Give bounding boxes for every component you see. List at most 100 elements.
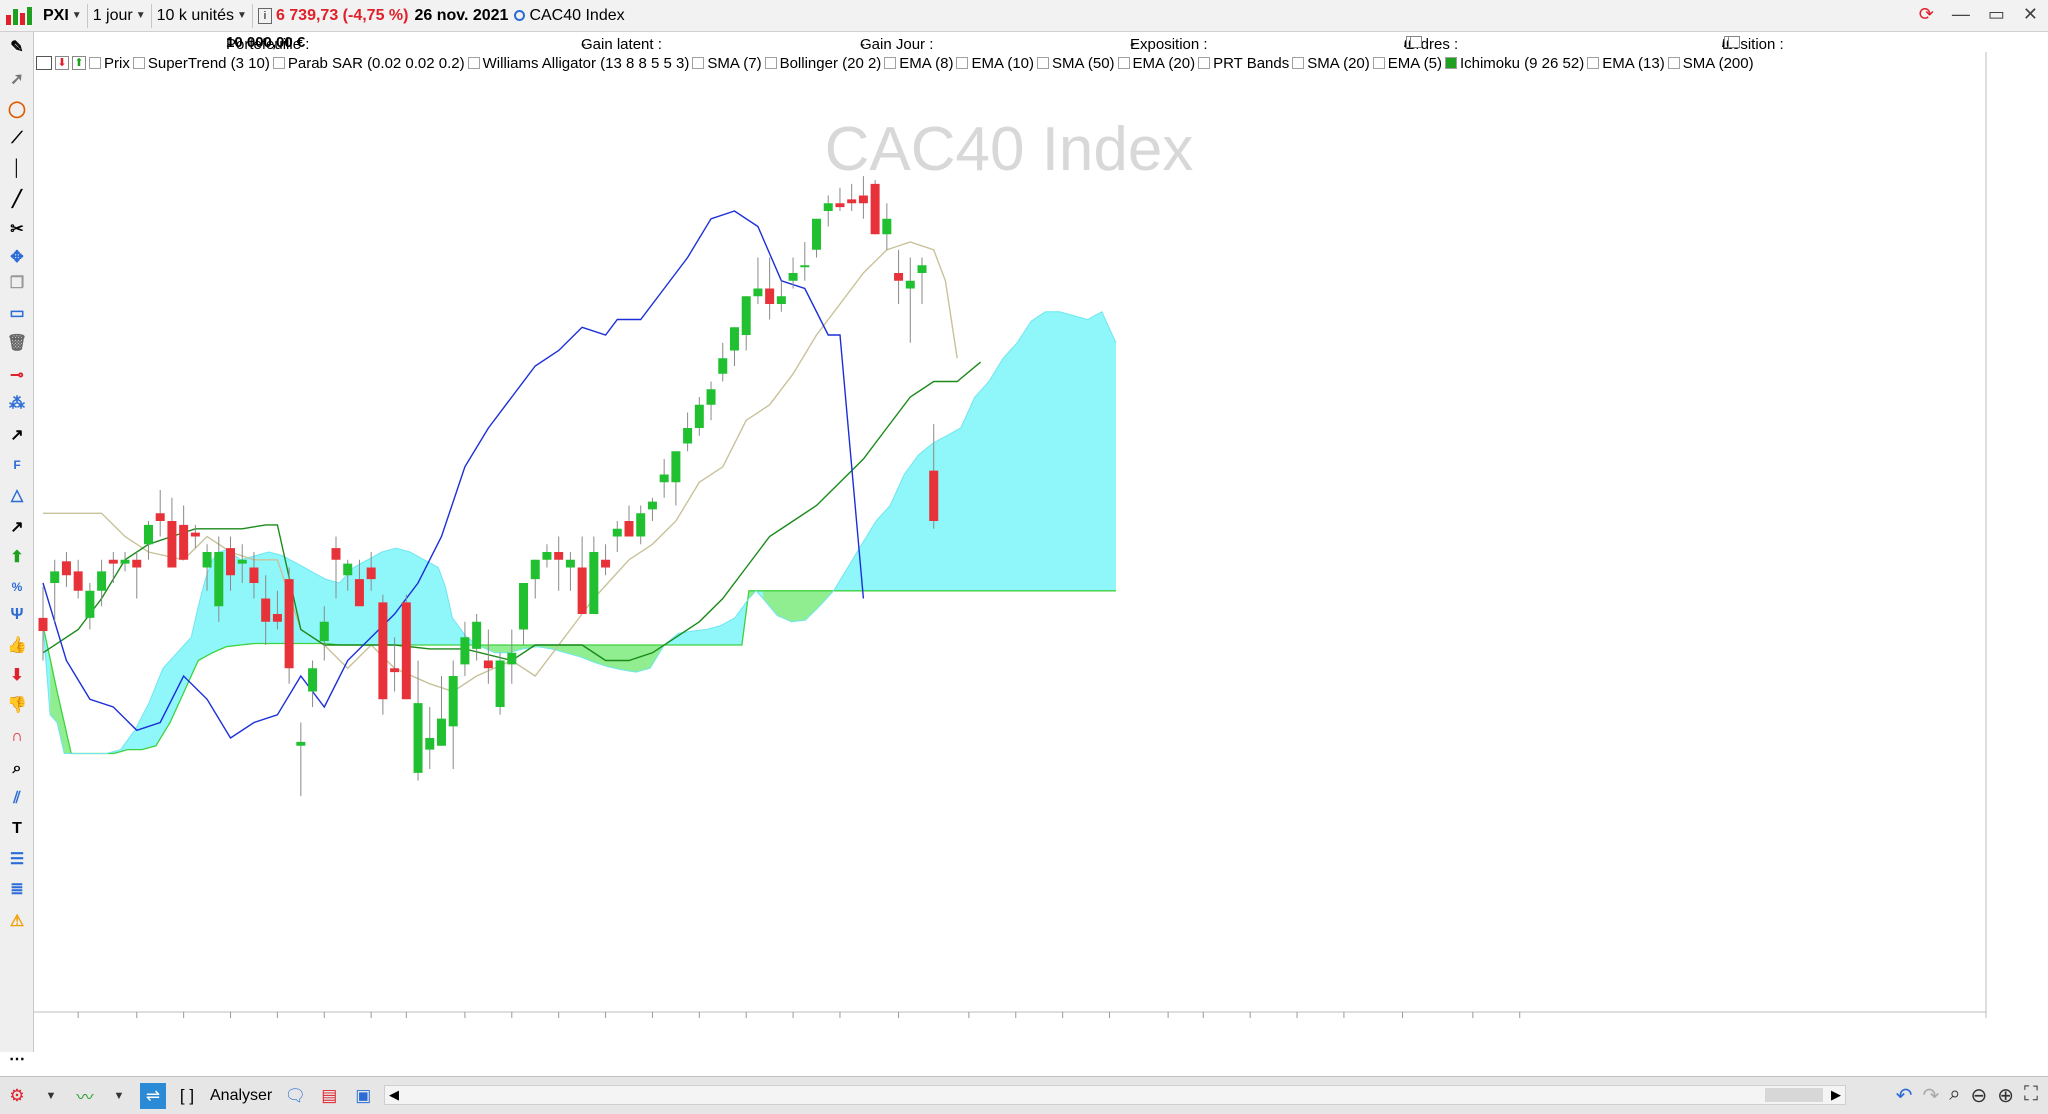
scroll-right-icon[interactable]: ▶ [1831,1087,1841,1102]
gear-icon[interactable]: ⚙ [9,1085,25,1105]
warning-icon[interactable]: ⚠ [9,913,25,930]
legend-item[interactable]: Ichimoku (9 26 52) [1444,55,1584,72]
legend-checkbox[interactable] [1117,57,1130,69]
legend-checkbox[interactable] [467,57,480,69]
rectangle-icon[interactable]: ▭ [9,305,25,322]
info-icon[interactable]: i [257,7,272,24]
legend-item[interactable]: Parab SAR (0.02 0.02 0.2) [272,55,465,72]
arrow-up-icon[interactable]: ⬆ [72,56,86,70]
chevron-down-icon[interactable]: ▼ [45,1089,57,1102]
ray-icon[interactable]: ↗ [10,519,24,536]
legend-item[interactable]: SuperTrend (3 10) [132,55,270,72]
percent-icon[interactable]: % [11,580,23,594]
legend-checkbox[interactable] [1198,57,1211,69]
legend-item[interactable]: SMA (200) [1667,55,1754,72]
close-icon[interactable]: ✕ [2022,4,2038,24]
arrow-down-icon[interactable]: ⬇ [55,56,69,70]
screener-icon[interactable]: ▣ [355,1085,372,1105]
text-icon[interactable]: T [12,820,22,837]
fractal-icon[interactable]: ⁂ [9,395,25,412]
scroll-thumb[interactable] [1765,1088,1823,1102]
zoom-fit-icon[interactable]: ⌕ [1949,1083,1961,1105]
maximize-icon[interactable]: ▭ [1987,4,2005,24]
horizontal-line-icon[interactable]: ⊸ [10,367,24,384]
legend-item[interactable]: SMA (50) [1037,55,1115,72]
app-logo-icon [6,6,32,25]
legend-item[interactable]: SMA (7) [692,55,762,72]
segment-icon[interactable]: ⟋ [11,130,23,147]
legend-checkbox[interactable] [272,57,285,69]
legend-item[interactable]: EMA (8) [884,55,953,72]
zoom-in-icon[interactable]: ⊕ [1997,1085,2014,1107]
report-icon[interactable]: ▤ [321,1085,338,1105]
thumb-down-icon[interactable]: 👎 [7,697,27,714]
triangle-icon[interactable]: △ [10,487,24,504]
down-arrow-icon[interactable]: ⬇ [10,667,24,684]
candle [108,552,118,583]
legend-checkbox[interactable] [1292,57,1305,69]
magnet-icon[interactable]: ∩ [11,728,23,745]
comment-icon[interactable]: 🗨 [284,1085,307,1105]
units-selector[interactable]: 10 k unités ▼ [152,3,253,28]
minimize-icon[interactable]: — [1951,4,1970,24]
zoom-out-icon[interactable]: ⊖ [1970,1085,1988,1107]
legend-checkbox[interactable] [1444,57,1457,69]
window-icon[interactable] [36,56,52,70]
trend-line-icon[interactable]: ╱ [12,191,22,208]
legend-checkbox[interactable] [884,57,897,69]
legend-checkbox[interactable] [1372,57,1385,69]
undo-icon[interactable]: ↶ [1895,1085,1913,1107]
thumb-up-icon[interactable]: 👍 [7,637,27,654]
legend-item[interactable]: Williams Alligator (13 8 8 5 5 3) [467,55,689,72]
arrow-tool-icon[interactable]: ↗ [10,427,24,444]
legend-checkbox[interactable] [132,57,145,69]
legend-item[interactable]: EMA (5) [1372,55,1442,72]
legend-item[interactable]: EMA (13) [1587,55,1665,72]
symbol-selector[interactable]: PXI ▼ [38,3,88,28]
legend-checkbox[interactable] [1667,57,1680,69]
position-box-icon[interactable] [1728,36,1741,48]
scroll-left-icon[interactable]: ◀ [389,1087,399,1102]
chevron-down-icon[interactable]: ▼ [113,1089,125,1102]
pencil-icon[interactable]: ✎ [10,39,24,56]
list-icon[interactable]: ☰ [9,851,25,868]
vertical-line-icon[interactable]: │ [12,160,22,177]
legend-item[interactable]: EMA (20) [1117,55,1195,72]
candle [577,536,587,614]
legend-item[interactable]: PRT Bands [1198,55,1289,72]
copy-icon[interactable]: ❐ [9,275,25,292]
orders-box-icon[interactable] [1410,36,1423,48]
bracket-icon[interactable]: [ ] [179,1085,195,1105]
fibonacci-icon[interactable]: F [13,458,21,472]
price-chart[interactable]: CAC40 Index 7 3007 2007 1007 0006 9006 8… [34,52,1987,1018]
legend-checkbox[interactable] [1587,57,1600,69]
indicator-wave-icon[interactable]: 〰 [76,1088,94,1107]
legend-checkbox[interactable] [956,57,969,69]
move-icon[interactable]: ✥ [10,249,24,266]
zoom-tool-icon[interactable]: ⌕ [12,760,22,777]
legend-checkbox[interactable] [764,57,777,69]
fullscreen-icon[interactable]: ⛶ [2024,1083,2038,1105]
share-icon[interactable]: ⇌ [140,1082,166,1109]
refresh-icon[interactable]: ⟳ [1918,4,1934,24]
legend-checkbox[interactable] [89,57,101,69]
channel-icon[interactable]: ⫽ [13,790,21,807]
time-scrollbar[interactable]: ◀ ▶ [384,1085,1846,1105]
period-selector[interactable]: 1 jour ▼ [88,3,152,28]
cursor-icon[interactable]: ➚ [10,71,24,88]
legend-item[interactable]: Prix [89,55,130,72]
lasso-icon[interactable]: ◯ [8,101,26,118]
legend-checkbox[interactable] [692,57,705,69]
trash-icon[interactable]: 🗑 [6,335,28,352]
layers-icon[interactable]: ≣ [10,881,24,898]
more-icon[interactable]: ⋯ [9,1051,25,1068]
pitchfork-icon[interactable]: Ψ [10,606,24,623]
tools-icon[interactable]: ✂ [10,221,24,238]
legend-checkbox[interactable] [1037,57,1050,69]
up-arrow-icon[interactable]: ⬆ [10,549,24,566]
legend-item[interactable]: SMA (20) [1292,55,1370,72]
legend-item[interactable]: EMA (10) [956,55,1034,72]
legend-item[interactable]: Bollinger (20 2) [764,55,881,72]
analyser-button[interactable]: Analyser [210,1086,273,1104]
redo-icon[interactable]: ↷ [1922,1085,1940,1107]
